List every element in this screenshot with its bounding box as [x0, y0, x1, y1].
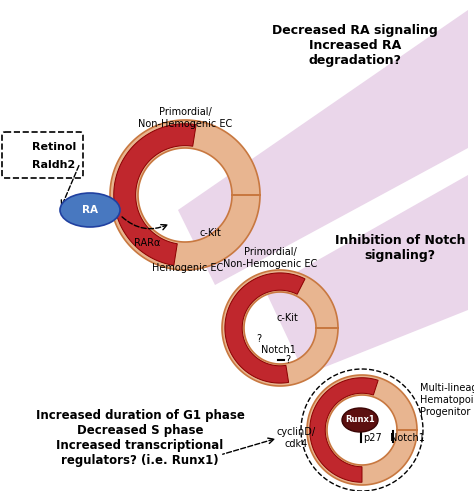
Text: cyclinD/
cdk4: cyclinD/ cdk4	[276, 427, 316, 449]
Text: p27: p27	[364, 433, 383, 443]
Polygon shape	[178, 10, 468, 285]
Ellipse shape	[60, 193, 120, 227]
Text: Notch1: Notch1	[261, 345, 295, 355]
Text: Inhibition of Notch
signaling?: Inhibition of Notch signaling?	[335, 234, 465, 262]
Polygon shape	[307, 375, 417, 485]
Polygon shape	[114, 124, 196, 265]
Text: RA: RA	[82, 205, 98, 215]
Polygon shape	[265, 175, 468, 375]
Text: c-Kit: c-Kit	[276, 313, 298, 323]
Text: RARα: RARα	[134, 238, 160, 248]
Text: Multi-lineage
Hematopoietic Stem/
Progenitor Cell: Multi-lineage Hematopoietic Stem/ Progen…	[420, 383, 474, 416]
Polygon shape	[310, 378, 378, 482]
Text: ?: ?	[285, 355, 291, 365]
Text: Raldh2: Raldh2	[32, 160, 75, 170]
Polygon shape	[222, 270, 338, 386]
Ellipse shape	[342, 408, 378, 432]
Text: ?: ?	[256, 334, 261, 344]
Text: Primordial/
Non-Hemogenic EC: Primordial/ Non-Hemogenic EC	[223, 247, 317, 269]
Text: Increased duration of G1 phase
Decreased S phase
Increased transcriptional
regul: Increased duration of G1 phase Decreased…	[36, 409, 245, 467]
Polygon shape	[110, 120, 260, 270]
Text: Notch1: Notch1	[390, 433, 424, 443]
Polygon shape	[225, 273, 305, 383]
Text: Retinol: Retinol	[32, 142, 76, 152]
Text: Primordial/
Non-Hemogenic EC: Primordial/ Non-Hemogenic EC	[138, 107, 232, 129]
Text: Decreased RA signaling
Increased RA
degradation?: Decreased RA signaling Increased RA degr…	[272, 24, 438, 66]
Text: c-Kit: c-Kit	[199, 228, 221, 238]
Text: Runx1: Runx1	[345, 415, 375, 425]
Text: Hemogenic EC: Hemogenic EC	[152, 263, 224, 273]
